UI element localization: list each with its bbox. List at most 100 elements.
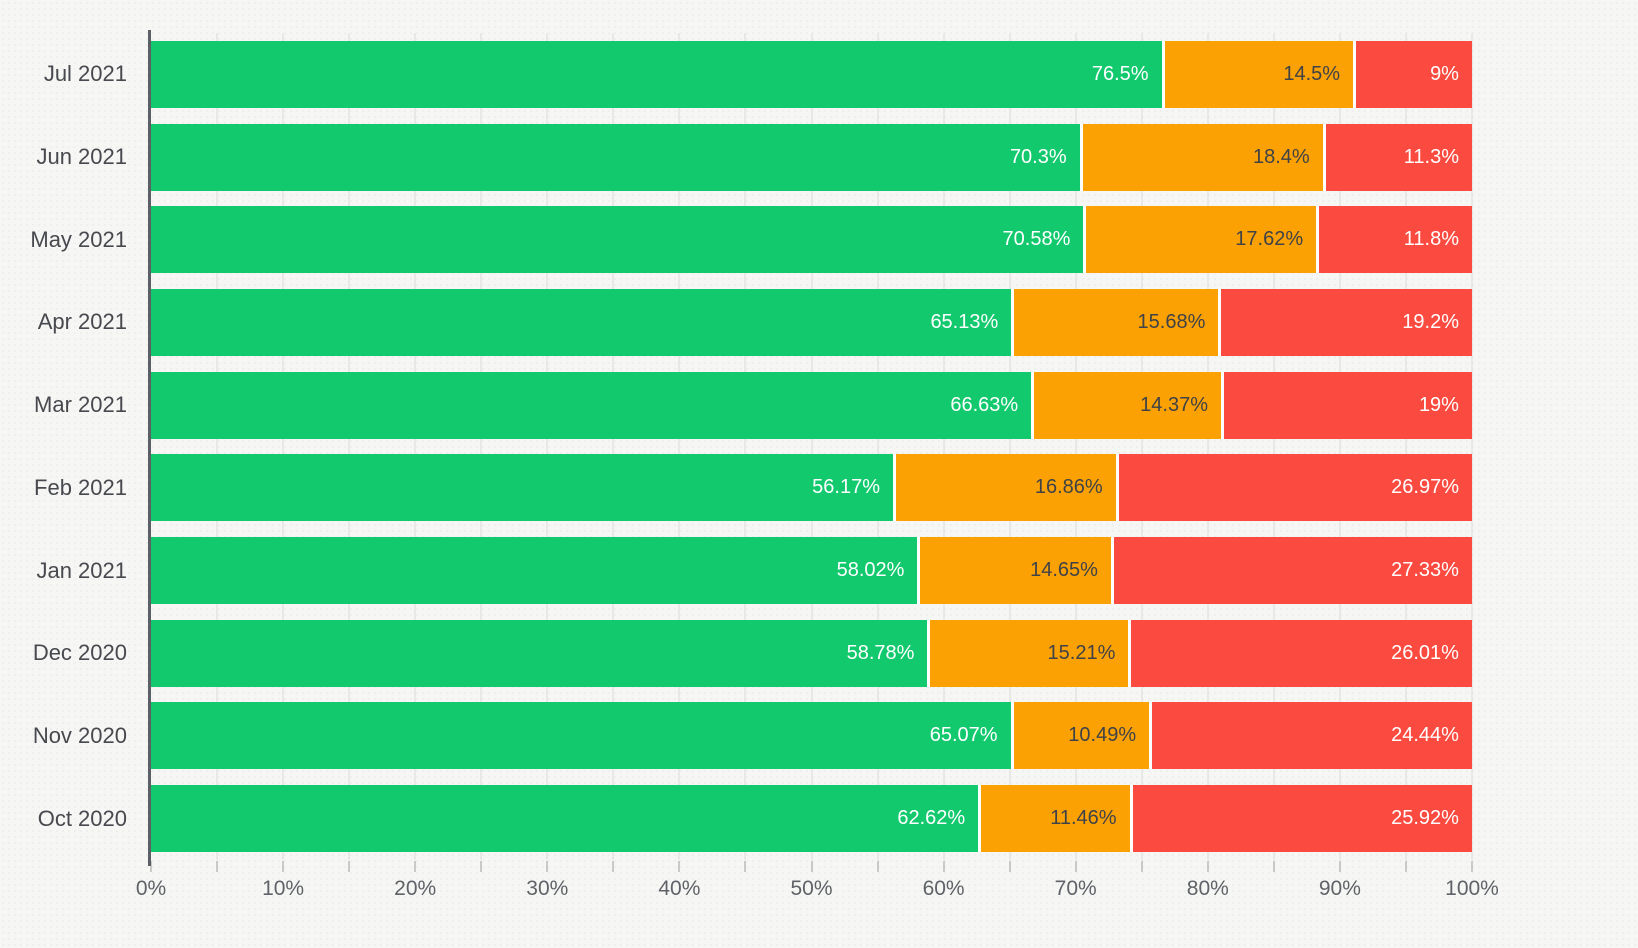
bar-segment-green[interactable]: 58.02% (151, 537, 918, 605)
bar-segment-red[interactable]: 19% (1220, 371, 1472, 439)
segment-value-label: 70.58% (1002, 228, 1071, 251)
bar-segment-orange[interactable]: 15.21% (927, 619, 1129, 687)
bar-track: 70.3% 18.4% 11.3% (151, 123, 1472, 191)
bar-segment-green[interactable]: 56.17% (151, 454, 893, 522)
bar-segment-red[interactable]: 24.44% (1149, 702, 1472, 770)
segment-value-label: 26.97% (1391, 476, 1459, 499)
bar-segment-green[interactable]: 66.63% (151, 371, 1032, 439)
segment-value-label: 58.78% (846, 641, 915, 664)
gridline (348, 33, 351, 860)
axis-tick (1008, 861, 1011, 872)
axis-tick (150, 861, 152, 872)
axis-tick (480, 861, 483, 872)
segment-value-label: 56.17% (812, 476, 880, 499)
gridline (414, 33, 417, 860)
gridline (546, 33, 549, 860)
stacked-bar: 70.58% 17.62% 11.8% (151, 206, 1472, 274)
gridline (1206, 33, 1209, 860)
bar-segment-orange[interactable]: 16.86% (893, 454, 1116, 522)
bar-segment-green[interactable]: 70.58% (151, 206, 1084, 274)
segment-value-label: 17.62% (1235, 228, 1304, 251)
bar-segment-orange[interactable]: 14.37% (1031, 371, 1221, 439)
axis-tick (1338, 861, 1341, 872)
chart-row: Apr 2021 65.13% 15.68% 19.2% (0, 281, 1472, 364)
gridline (810, 33, 813, 860)
segment-value-label: 9% (1430, 62, 1459, 85)
x-axis-tick-label: 100% (1445, 877, 1499, 900)
bar-track: 62.62% 11.46% 25.92% (151, 785, 1472, 853)
bar-track: 70.58% 17.62% 11.8% (151, 206, 1472, 274)
chart-row: Nov 2020 65.07% 10.49% 24.44% (0, 695, 1472, 778)
bar-segment-orange[interactable]: 14.65% (917, 537, 1111, 605)
stacked-bar: 56.17% 16.86% 26.97% (151, 454, 1472, 522)
bar-segment-orange[interactable]: 18.4% (1079, 123, 1323, 191)
bar-segment-orange[interactable]: 10.49% (1010, 702, 1150, 770)
bar-segment-red[interactable]: 9% (1353, 40, 1472, 108)
gridline (942, 33, 945, 860)
axis-tick (1206, 861, 1209, 872)
segment-value-label: 27.33% (1391, 559, 1459, 582)
bar-track: 58.78% 15.21% 26.01% (151, 619, 1472, 687)
category-label: Nov 2020 (32, 722, 127, 748)
bar-segment-orange[interactable]: 15.68% (1011, 288, 1219, 356)
chart-row: Jan 2021 58.02% 14.65% 27.33% (0, 529, 1472, 612)
bar-segment-red[interactable]: 25.92% (1129, 785, 1472, 853)
segment-value-label: 18.4% (1253, 145, 1310, 168)
bar-segment-red[interactable]: 11.3% (1322, 123, 1472, 191)
axis-tick (744, 861, 747, 872)
segment-value-label: 14.65% (1030, 559, 1098, 582)
bar-segment-green[interactable]: 62.62% (151, 785, 979, 853)
category-label: Jun 2021 (36, 144, 127, 170)
bar-segment-green[interactable]: 58.78% (151, 619, 928, 687)
axis-tick (546, 861, 549, 872)
gridline (480, 33, 483, 860)
bar-track: 65.13% 15.68% 19.2% (151, 288, 1472, 356)
stacked-bar: 66.63% 14.37% 19% (151, 371, 1472, 439)
bar-segment-green[interactable]: 65.13% (151, 288, 1012, 356)
gridline (216, 33, 219, 860)
segment-value-label: 14.5% (1283, 62, 1341, 85)
segment-value-label: 15.21% (1047, 641, 1116, 664)
segment-value-label: 15.68% (1137, 310, 1206, 333)
bar-segment-red[interactable]: 11.8% (1316, 206, 1472, 274)
chart-row: Oct 2020 62.62% 11.46% 25.92% (0, 777, 1472, 860)
gridlines (151, 33, 1473, 860)
bar-segment-red[interactable]: 26.01% (1128, 619, 1472, 687)
bar-segment-red[interactable]: 19.2% (1218, 288, 1472, 356)
x-axis-tick-label: 20% (394, 877, 437, 900)
bar-segment-green[interactable]: 70.3% (151, 123, 1080, 191)
bar-track: 66.63% 14.37% 19% (151, 371, 1472, 439)
chart-row: Dec 2020 58.78% 15.21% 26.01% (0, 612, 1472, 695)
bar-segment-red[interactable]: 26.97% (1115, 454, 1472, 522)
gridline (1140, 33, 1143, 860)
x-axis-labels: 0% 10% 20% 30% 40% 50% 60% 70% 80% 90% 100% (136, 877, 1499, 907)
x-axis-tick-label: 30% (526, 877, 569, 900)
gridline (612, 33, 615, 860)
category-label: Jan 2021 (36, 557, 127, 583)
bar-segment-green[interactable]: 76.5% (151, 40, 1162, 108)
bar-track: 58.02% 14.65% 27.33% (151, 537, 1472, 605)
category-label: Jul 2021 (43, 61, 127, 87)
bar-segment-red[interactable]: 27.33% (1110, 537, 1472, 605)
bar-segment-orange[interactable]: 14.5% (1161, 40, 1354, 108)
gridline (1074, 33, 1077, 860)
category-label: Oct 2020 (37, 805, 127, 831)
axis-tick (216, 861, 219, 872)
x-axis-tick-label: 80% (1186, 877, 1229, 900)
bar-segment-green[interactable]: 65.07% (151, 702, 1011, 770)
bar-track: 65.07% 10.49% 24.44% (151, 702, 1472, 770)
x-axis-tick-label: 90% (1318, 877, 1361, 900)
chart-rows: Jul 2021 76.5% 14.5% 9% Jun 2021 70.3% 18.4% 11… (0, 33, 1472, 860)
chart-row: Jul 2021 76.5% 14.5% 9% (0, 33, 1472, 116)
stacked-bar: 62.62% 11.46% 25.92% (151, 785, 1472, 853)
axis-tick (1471, 861, 1473, 872)
axis-tick (348, 861, 351, 872)
segment-value-label: 24.44% (1391, 724, 1459, 747)
bar-segment-orange[interactable]: 11.46% (978, 785, 1130, 853)
bar-segment-orange[interactable]: 17.62% (1083, 206, 1317, 274)
y-axis-line (148, 30, 151, 866)
stacked-bar: 70.3% 18.4% 11.3% (151, 123, 1472, 191)
axis-tick (282, 861, 285, 872)
axis-tick (1074, 861, 1077, 872)
chart-row: Mar 2021 66.63% 14.37% 19% (0, 364, 1472, 447)
